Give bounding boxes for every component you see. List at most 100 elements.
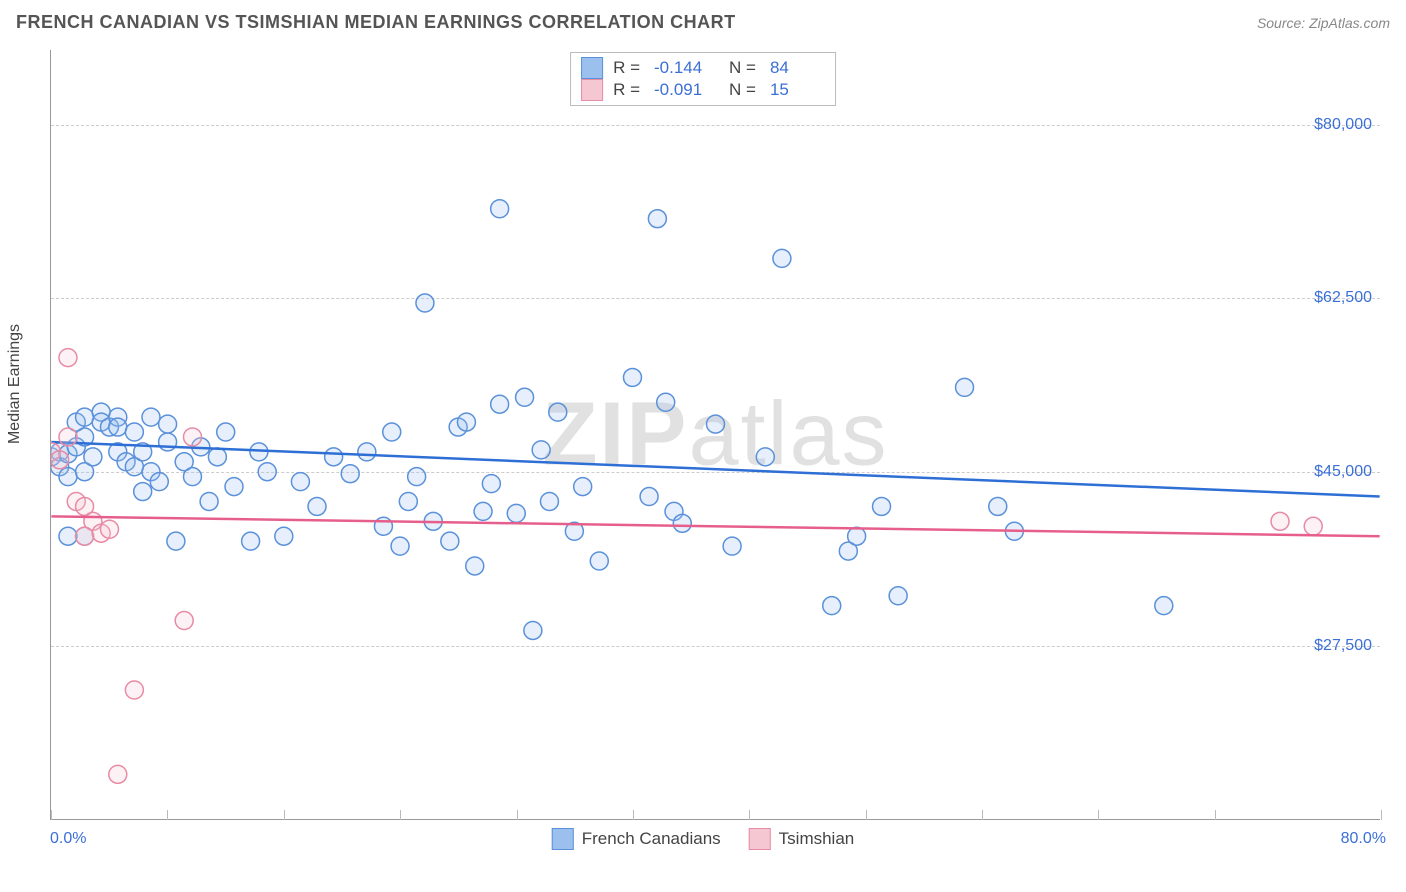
n-value: 15: [770, 80, 825, 100]
data-point: [175, 612, 193, 630]
y-axis-title: Median Earnings: [6, 324, 24, 444]
data-point: [159, 433, 177, 451]
data-point: [873, 497, 891, 515]
data-point: [482, 475, 500, 493]
data-point: [76, 527, 94, 545]
data-point: [184, 468, 202, 486]
data-point: [673, 514, 691, 532]
data-point: [167, 532, 185, 550]
data-point: [125, 681, 143, 699]
data-point: [51, 451, 69, 469]
x-tick: [1381, 810, 1382, 820]
data-point: [457, 413, 475, 431]
data-point: [574, 478, 592, 496]
data-point: [956, 378, 974, 396]
data-point: [466, 557, 484, 575]
n-value: 84: [770, 58, 825, 78]
data-point: [408, 468, 426, 486]
r-label: R =: [613, 58, 640, 78]
chart-svg: [51, 50, 1380, 819]
data-point: [59, 428, 77, 446]
legend-label: French Canadians: [582, 829, 721, 849]
data-point: [516, 388, 534, 406]
data-point: [1155, 597, 1173, 615]
data-point: [242, 532, 260, 550]
data-point: [474, 502, 492, 520]
legend-correlation: R = -0.144 N = 84 R = -0.091 N = 15: [570, 52, 836, 106]
legend-swatch: [581, 79, 603, 101]
data-point: [150, 473, 168, 491]
data-point: [1304, 517, 1322, 535]
data-point: [275, 527, 293, 545]
data-point: [640, 488, 658, 506]
data-point: [59, 468, 77, 486]
legend-swatch: [749, 828, 771, 850]
data-point: [623, 368, 641, 386]
legend-row: R = -0.091 N = 15: [581, 79, 825, 101]
chart-title: FRENCH CANADIAN VS TSIMSHIAN MEDIAN EARN…: [16, 12, 736, 33]
data-point: [540, 492, 558, 510]
data-point: [109, 765, 127, 783]
data-point: [491, 200, 509, 218]
data-point: [308, 497, 326, 515]
n-label: N =: [729, 80, 756, 100]
data-point: [200, 492, 218, 510]
source-label: Source: ZipAtlas.com: [1257, 15, 1390, 31]
data-point: [100, 520, 118, 538]
data-point: [142, 408, 160, 426]
data-point: [76, 408, 94, 426]
data-point: [549, 403, 567, 421]
data-point: [889, 587, 907, 605]
data-point: [707, 415, 725, 433]
data-point: [159, 415, 177, 433]
legend-swatch: [552, 828, 574, 850]
legend-label: Tsimshian: [779, 829, 855, 849]
data-point: [848, 527, 866, 545]
data-point: [648, 210, 666, 228]
data-point: [416, 294, 434, 312]
data-point: [441, 532, 459, 550]
r-value: -0.144: [654, 58, 709, 78]
data-point: [59, 349, 77, 367]
r-label: R =: [613, 80, 640, 100]
data-point: [657, 393, 675, 411]
data-point: [59, 527, 77, 545]
legend-item: French Canadians: [552, 828, 721, 850]
header: FRENCH CANADIAN VS TSIMSHIAN MEDIAN EARN…: [16, 12, 1390, 33]
data-point: [208, 448, 226, 466]
data-point: [773, 249, 791, 267]
r-value: -0.091: [654, 80, 709, 100]
data-point: [507, 504, 525, 522]
legend-item: Tsimshian: [749, 828, 855, 850]
plot-area: ZIPatlas $27,500$45,000$62,500$80,000: [50, 50, 1380, 820]
data-point: [532, 441, 550, 459]
data-point: [291, 473, 309, 491]
data-point: [989, 497, 1007, 515]
data-point: [723, 537, 741, 555]
data-point: [84, 448, 102, 466]
data-point: [823, 597, 841, 615]
data-point: [590, 552, 608, 570]
data-point: [217, 423, 235, 441]
data-point: [358, 443, 376, 461]
n-label: N =: [729, 58, 756, 78]
data-point: [391, 537, 409, 555]
x-axis-max-label: 80.0%: [1341, 830, 1386, 848]
data-point: [325, 448, 343, 466]
trend-line: [51, 442, 1379, 497]
data-point: [524, 621, 542, 639]
legend-swatch: [581, 57, 603, 79]
data-point: [1271, 512, 1289, 530]
legend-series: French Canadians Tsimshian: [552, 828, 855, 850]
data-point: [341, 465, 359, 483]
data-point: [383, 423, 401, 441]
data-point: [756, 448, 774, 466]
data-point: [125, 423, 143, 441]
data-point: [134, 483, 152, 501]
data-point: [258, 463, 276, 481]
data-point: [399, 492, 417, 510]
data-point: [184, 428, 202, 446]
data-point: [225, 478, 243, 496]
data-point: [109, 418, 127, 436]
data-point: [491, 395, 509, 413]
